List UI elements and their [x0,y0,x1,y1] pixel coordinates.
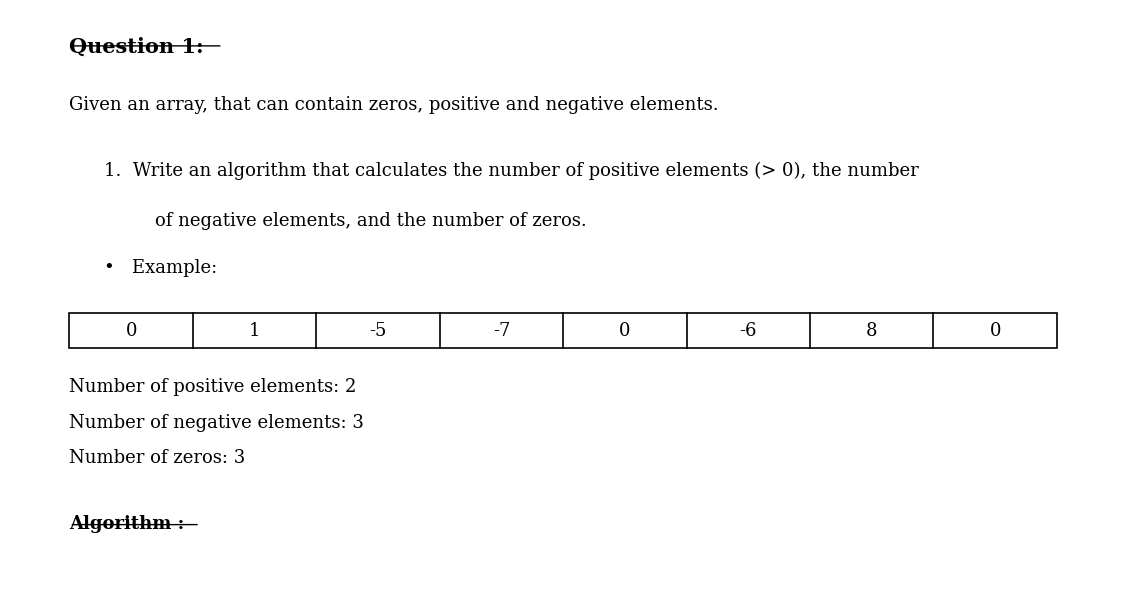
Text: -6: -6 [740,322,757,340]
Text: Question 1:: Question 1: [70,37,204,57]
Text: 0: 0 [126,322,137,340]
Text: Number of positive elements: 2: Number of positive elements: 2 [70,378,357,396]
Text: 0: 0 [619,322,631,340]
Text: Given an array, that can contain zeros, positive and negative elements.: Given an array, that can contain zeros, … [70,97,719,114]
Text: •   Example:: • Example: [103,259,216,278]
Text: Number of zeros: 3: Number of zeros: 3 [70,449,246,467]
Text: -5: -5 [370,322,387,340]
Text: of negative elements, and the number of zeros.: of negative elements, and the number of … [155,212,586,230]
Text: 1: 1 [248,322,260,340]
Text: 0: 0 [989,322,1001,340]
Text: 8: 8 [866,322,877,340]
FancyBboxPatch shape [70,313,1057,349]
Text: 1.  Write an algorithm that calculates the number of positive elements (> 0), th: 1. Write an algorithm that calculates th… [103,162,918,180]
Text: -7: -7 [492,322,511,340]
Text: Number of negative elements: 3: Number of negative elements: 3 [70,414,364,432]
Text: Algorithm :: Algorithm : [70,514,184,533]
